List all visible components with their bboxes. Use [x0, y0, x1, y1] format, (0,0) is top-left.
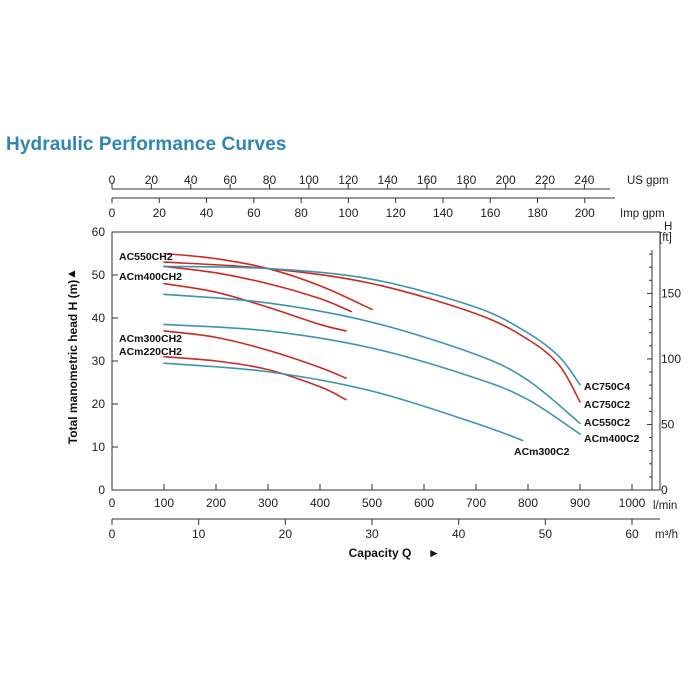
us-gpm-unit-label: US gpm — [627, 175, 669, 187]
us-gpm-tick-label: 160 — [417, 173, 437, 187]
ft-tick-label: 150 — [661, 286, 681, 300]
us-gpm-tick-label: 80 — [263, 173, 277, 187]
series-line-ac550ch2 — [163, 252, 373, 311]
series-label-ac750c4: AC750C4 — [584, 381, 630, 393]
m3h-tick-label: 40 — [452, 527, 466, 541]
ft-tick-label: 100 — [661, 352, 681, 366]
series-line-acm220ch2 — [163, 355, 347, 401]
y-tick-label: 30 — [92, 354, 106, 368]
y-tick-label: 40 — [92, 311, 106, 325]
chart-series — [163, 252, 581, 442]
m3h-tick-label: 10 — [192, 527, 206, 541]
us-gpm-tick-label: 200 — [496, 173, 516, 187]
series-line-ac750c4 — [163, 261, 581, 403]
x-tick-label: 300 — [258, 496, 278, 510]
m3h-tick-label: 0 — [109, 527, 116, 541]
chart-frame — [111, 231, 661, 491]
us-gpm-tick-label: 60 — [223, 173, 237, 187]
imp-gpm-tick-label: 60 — [247, 206, 261, 220]
x-tick-label: 0 — [109, 496, 116, 510]
y-tick-label: 10 — [92, 440, 106, 454]
us-gpm-tick-label: 20 — [145, 173, 159, 187]
y-tick-label: 0 — [98, 483, 105, 497]
imp-gpm-tick-label: 0 — [109, 206, 116, 220]
us-gpm-tick-label: 0 — [109, 173, 116, 187]
imp-gpm-tick-label: 180 — [527, 206, 547, 220]
us-gpm-tick-label: 180 — [456, 173, 476, 187]
us-gpm-tick-label: 220 — [535, 173, 555, 187]
imp-gpm-tick-label: 100 — [338, 206, 358, 220]
x-tick-label: 600 — [414, 496, 434, 510]
y-tick-label: 20 — [92, 397, 106, 411]
us-gpm-tick-label: 140 — [378, 173, 398, 187]
ft-tick-label: 50 — [661, 417, 675, 431]
us-gpm-tick-label: 100 — [299, 173, 319, 187]
series-label-acm300c2: ACm300C2 — [514, 446, 570, 458]
series-line-acm300c2 — [163, 362, 524, 442]
m3h-tick-label: 20 — [279, 527, 293, 541]
series-line-curve-2 — [163, 282, 347, 332]
plot-frame — [111, 231, 661, 491]
x-axis-arrow: ► — [428, 546, 440, 560]
y-axis-arrow: ▲ — [64, 268, 78, 280]
us-gpm-tick-label: 120 — [338, 173, 358, 187]
us-gpm-tick-label: 240 — [574, 173, 594, 187]
series-line-ac750c2 — [163, 265, 581, 386]
us-gpm-tick-label: 40 — [184, 173, 198, 187]
page-title: Hydraulic Performance Curves — [6, 134, 287, 155]
m3h-tick-label: 30 — [365, 527, 379, 541]
series-label-acm400ch2: ACm400CH2 — [119, 271, 182, 283]
m3h-tick-label: 50 — [539, 527, 553, 541]
series-label-acm220ch2: ACm220CH2 — [119, 346, 182, 358]
y-axis-title: Total manometric head H (m) — [66, 280, 80, 444]
series-line-ac550c2 — [163, 293, 581, 425]
x-tick-label: 700 — [466, 496, 486, 510]
x-tick-label: 1000 — [619, 496, 646, 510]
x-tick-label: 200 — [206, 496, 226, 510]
series-label-ac750c2: AC750C2 — [584, 399, 630, 411]
ft-unit-bottom: [ft] — [659, 232, 672, 244]
x-tick-label: 500 — [362, 496, 382, 510]
y-tick-label: 60 — [92, 225, 106, 239]
series-label-acm400c2: ACm400C2 — [584, 433, 640, 445]
chart-labels: Total manometric head H (m)▲ Capacity Q ► A… — [64, 251, 640, 560]
x-tick-label: 400 — [310, 496, 330, 510]
series-label-ac550ch2: AC550CH2 — [119, 251, 173, 263]
series-label-acm300ch2: ACm300CH2 — [119, 333, 182, 345]
imp-gpm-tick-label: 80 — [294, 206, 308, 220]
series-label-ac550c2: AC550C2 — [584, 417, 630, 429]
imp-gpm-unit-label: Imp gpm — [620, 208, 665, 220]
x-tick-label: 900 — [570, 496, 590, 510]
imp-gpm-tick-label: 120 — [386, 206, 406, 220]
x-axis-title: Capacity Q — [349, 546, 412, 560]
series-line-acm400ch2 — [163, 265, 352, 313]
x-tick-label: 800 — [518, 496, 538, 510]
x-tick-label: 100 — [154, 496, 174, 510]
x-unit-label: l/min — [653, 500, 677, 512]
ft-tick-label: 0 — [661, 483, 668, 497]
imp-gpm-tick-label: 40 — [200, 206, 214, 220]
m3h-unit-label: m³/h — [655, 529, 678, 541]
ft-unit-top: H — [664, 221, 672, 233]
imp-gpm-tick-label: 140 — [433, 206, 453, 220]
y-tick-label: 50 — [92, 268, 106, 282]
imp-gpm-tick-label: 200 — [575, 206, 595, 220]
series-line-acm300ch2 — [163, 330, 347, 379]
imp-gpm-tick-label: 160 — [480, 206, 500, 220]
imp-gpm-tick-label: 20 — [153, 206, 167, 220]
m3h-tick-label: 60 — [625, 527, 639, 541]
series-line-acm400c2 — [163, 323, 581, 435]
